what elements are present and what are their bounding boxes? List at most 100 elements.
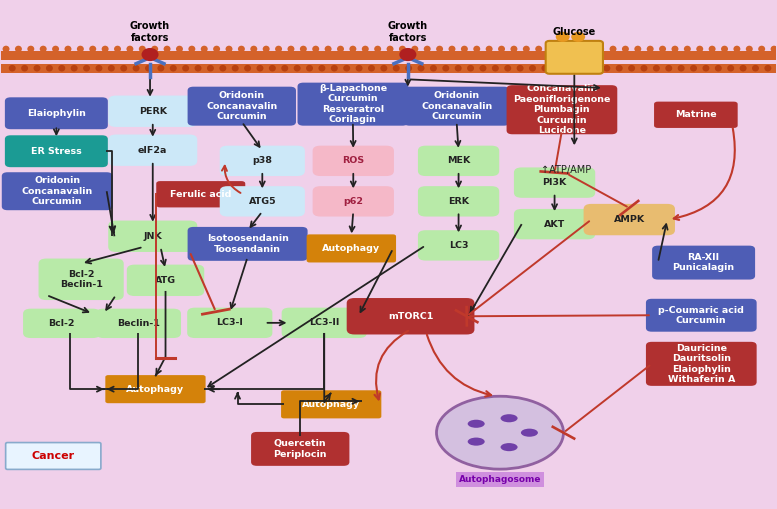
- Ellipse shape: [46, 65, 53, 71]
- Ellipse shape: [387, 46, 393, 52]
- Ellipse shape: [188, 46, 195, 52]
- Text: ERK: ERK: [448, 197, 469, 206]
- Ellipse shape: [771, 46, 777, 52]
- Ellipse shape: [102, 46, 109, 52]
- Ellipse shape: [473, 46, 480, 52]
- Text: LC3-II: LC3-II: [309, 318, 340, 327]
- FancyBboxPatch shape: [298, 82, 408, 126]
- Ellipse shape: [500, 414, 517, 422]
- Ellipse shape: [108, 65, 115, 71]
- Text: Oridonin
Concanavalin
Curcumin: Oridonin Concanavalin Curcumin: [206, 91, 277, 121]
- Ellipse shape: [238, 46, 245, 52]
- Text: ROS: ROS: [342, 156, 364, 165]
- Ellipse shape: [542, 65, 549, 71]
- Text: ↑ATP/AMP: ↑ATP/AMP: [542, 165, 592, 176]
- Ellipse shape: [89, 46, 96, 52]
- Ellipse shape: [556, 32, 570, 42]
- FancyBboxPatch shape: [654, 102, 737, 128]
- FancyBboxPatch shape: [347, 298, 475, 334]
- Ellipse shape: [671, 46, 678, 52]
- Ellipse shape: [64, 46, 71, 52]
- Ellipse shape: [684, 46, 691, 52]
- Ellipse shape: [306, 65, 313, 71]
- Ellipse shape: [468, 438, 485, 446]
- Text: LC3-I: LC3-I: [216, 318, 243, 327]
- Ellipse shape: [392, 65, 399, 71]
- FancyBboxPatch shape: [156, 181, 246, 208]
- Ellipse shape: [442, 65, 449, 71]
- Ellipse shape: [269, 65, 276, 71]
- Text: Growth
factors: Growth factors: [130, 21, 170, 43]
- Text: Ferulic acid: Ferulic acid: [170, 190, 232, 199]
- Ellipse shape: [585, 46, 592, 52]
- Ellipse shape: [139, 46, 146, 52]
- Ellipse shape: [571, 32, 585, 42]
- Text: Cancer: Cancer: [32, 451, 75, 461]
- Ellipse shape: [461, 46, 468, 52]
- Ellipse shape: [640, 65, 647, 71]
- FancyBboxPatch shape: [646, 342, 757, 386]
- Text: RA-XII
Punicalagin: RA-XII Punicalagin: [673, 253, 735, 272]
- FancyBboxPatch shape: [5, 97, 108, 129]
- Text: mTORC1: mTORC1: [388, 312, 434, 321]
- Ellipse shape: [468, 420, 485, 428]
- Ellipse shape: [622, 46, 629, 52]
- Ellipse shape: [566, 65, 573, 71]
- Ellipse shape: [120, 65, 127, 71]
- Ellipse shape: [405, 65, 412, 71]
- Ellipse shape: [350, 46, 357, 52]
- Ellipse shape: [2, 46, 9, 52]
- Ellipse shape: [721, 46, 728, 52]
- Ellipse shape: [523, 46, 530, 52]
- FancyBboxPatch shape: [5, 135, 108, 167]
- Ellipse shape: [548, 46, 555, 52]
- Ellipse shape: [114, 46, 121, 52]
- FancyBboxPatch shape: [418, 230, 499, 261]
- Text: LC3: LC3: [449, 241, 469, 250]
- Ellipse shape: [479, 65, 486, 71]
- Ellipse shape: [746, 46, 753, 52]
- Text: Autophagy: Autophagy: [302, 400, 361, 409]
- FancyBboxPatch shape: [187, 227, 308, 261]
- Ellipse shape: [634, 46, 641, 52]
- Ellipse shape: [200, 46, 207, 52]
- Text: Isotoosendanin
Toosendanin: Isotoosendanin Toosendanin: [207, 234, 288, 253]
- Ellipse shape: [287, 46, 294, 52]
- FancyBboxPatch shape: [403, 87, 510, 126]
- Ellipse shape: [448, 46, 455, 52]
- Text: eIF2a: eIF2a: [138, 146, 167, 155]
- FancyBboxPatch shape: [108, 134, 197, 166]
- Text: ER Stress: ER Stress: [31, 147, 82, 156]
- Ellipse shape: [343, 65, 350, 71]
- Ellipse shape: [232, 65, 239, 71]
- FancyBboxPatch shape: [514, 209, 595, 239]
- Ellipse shape: [560, 46, 567, 52]
- Ellipse shape: [141, 48, 159, 61]
- FancyBboxPatch shape: [545, 41, 603, 74]
- Text: MEK: MEK: [447, 156, 470, 165]
- Ellipse shape: [77, 46, 84, 52]
- Ellipse shape: [765, 65, 772, 71]
- Text: PI3K: PI3K: [542, 178, 566, 187]
- FancyBboxPatch shape: [187, 307, 273, 338]
- Text: PERK: PERK: [139, 107, 167, 116]
- Ellipse shape: [521, 429, 538, 437]
- Ellipse shape: [207, 65, 214, 71]
- FancyBboxPatch shape: [127, 265, 204, 296]
- Ellipse shape: [225, 46, 232, 52]
- Ellipse shape: [381, 65, 388, 71]
- Text: p62: p62: [343, 197, 364, 206]
- FancyBboxPatch shape: [312, 146, 394, 176]
- Ellipse shape: [319, 65, 326, 71]
- Ellipse shape: [598, 46, 605, 52]
- Ellipse shape: [510, 46, 517, 52]
- Ellipse shape: [331, 65, 338, 71]
- Text: p38: p38: [253, 156, 272, 165]
- Ellipse shape: [436, 46, 443, 52]
- Ellipse shape: [715, 65, 722, 71]
- FancyBboxPatch shape: [307, 234, 396, 263]
- Ellipse shape: [492, 65, 499, 71]
- Ellipse shape: [517, 65, 524, 71]
- Ellipse shape: [665, 65, 672, 71]
- Ellipse shape: [83, 65, 90, 71]
